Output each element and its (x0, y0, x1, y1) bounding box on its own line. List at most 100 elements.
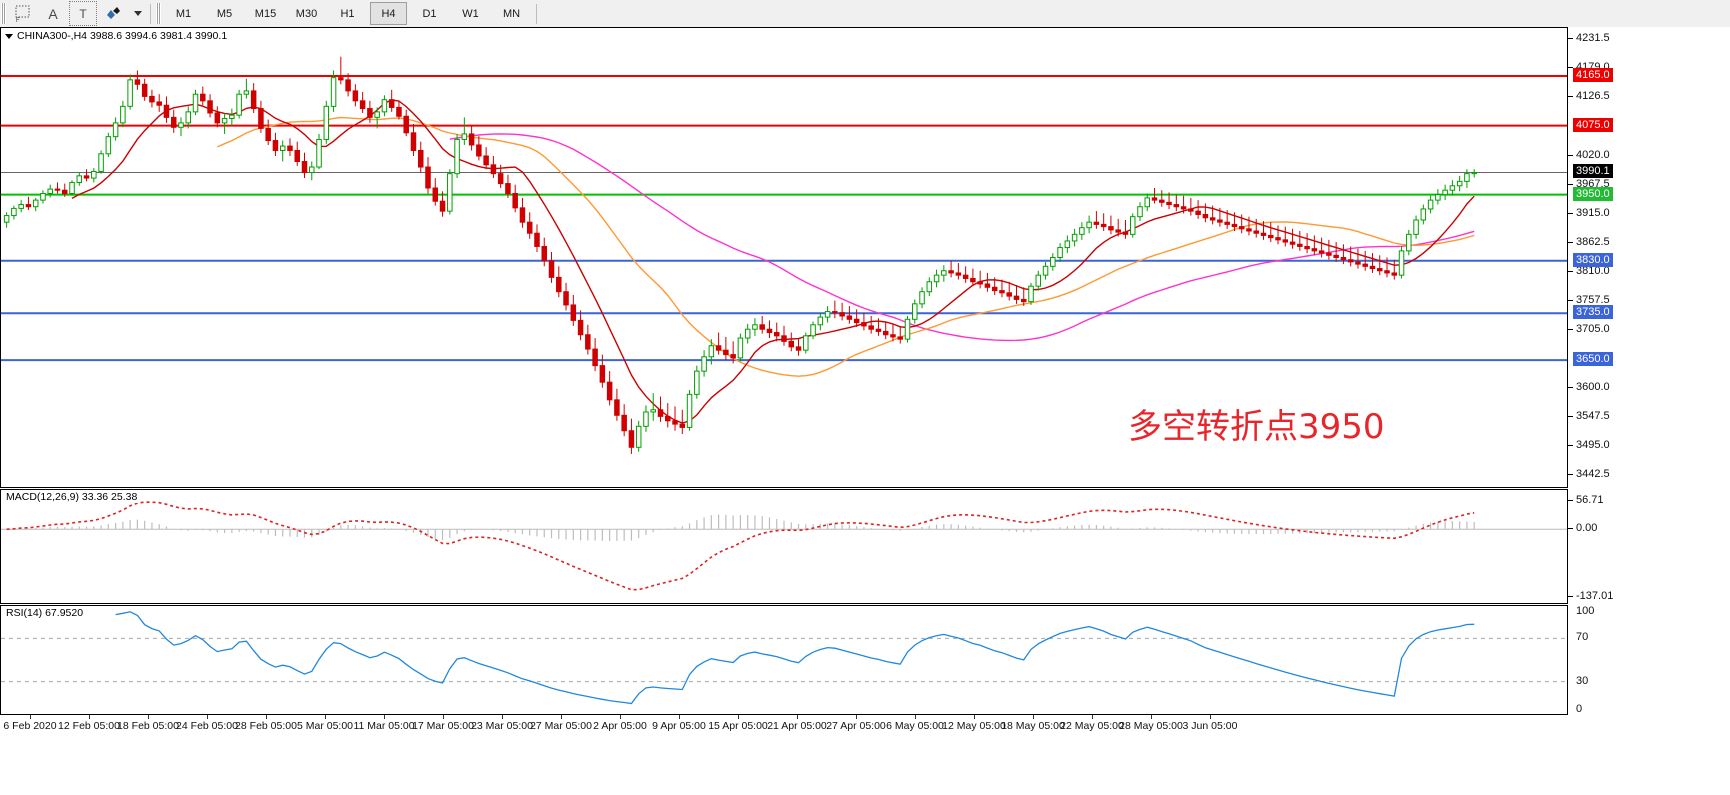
time-axis-tick (148, 715, 149, 719)
timeframe-m5[interactable]: M5 (216, 7, 233, 20)
price-candles (1, 56, 1567, 454)
price-tick (1568, 183, 1573, 185)
time-axis-label: 18 Feb 05:00 (117, 720, 179, 732)
price-tick-label: 3862.5 (1576, 235, 1610, 248)
time-axis-label: 12 May 05:00 (942, 720, 1006, 732)
price-tick-label: 3547.5 (1576, 409, 1610, 422)
time-axis-label: 15 Apr 05:00 (708, 720, 768, 732)
shapes-dropdown-caret-icon[interactable] (129, 1, 145, 26)
time-axis-tick (620, 715, 621, 719)
crosshair-icon[interactable]: F (9, 1, 37, 26)
time-axis-label: 5 Mar 05:00 (296, 720, 354, 732)
timeframe-mn[interactable]: MN (502, 7, 521, 20)
time-axis-label: 23 Mar 05:00 (471, 720, 533, 732)
toolbar-separator (150, 3, 151, 24)
price-tick (1568, 241, 1573, 243)
time-axis-tick (738, 715, 739, 719)
time-axis-label: 17 Mar 05:00 (412, 720, 474, 732)
toolbar: F A T M1 M5 M15 M30 H1 H4 D1 W1 MN (0, 0, 1730, 28)
rsi-tick-label: 30 (1576, 674, 1589, 687)
price-badge[interactable]: 3650.0 (1573, 352, 1613, 367)
timeframe-w1[interactable]: W1 (462, 7, 479, 20)
time-axis-label: 28 May 05:00 (1119, 720, 1183, 732)
price-tick (1568, 96, 1573, 98)
price-tick-label: 4126.5 (1576, 90, 1610, 103)
moving-average-line-2 (71, 99, 1475, 424)
time-axis-tick (797, 715, 798, 719)
rsi-pane[interactable]: RSI(14) 67.9520 (0, 605, 1568, 715)
time-axis-label: 21 Apr 05:00 (767, 720, 827, 732)
macd-pane[interactable]: MACD(12,26,9) 33.36 25.38 (0, 489, 1568, 604)
macd-tick-label: -137.01 (1576, 589, 1614, 602)
price-axis[interactable]: 4231.54179.04126.54020.03967.53915.03862… (1568, 27, 1730, 715)
time-axis-tick (1092, 715, 1093, 719)
time-axis-tick (915, 715, 916, 719)
price-badge[interactable]: 3830.0 (1573, 252, 1613, 267)
time-axis-label: 12 Feb 05:00 (58, 720, 120, 732)
time-axis-tick (502, 715, 503, 719)
time-axis-tick (443, 715, 444, 719)
time-axis-tick (384, 715, 385, 719)
timeframe-grip[interactable] (156, 3, 161, 24)
time-axis-tick (325, 715, 326, 719)
time-axis-tick (974, 715, 975, 719)
price-tick-label: 4020.0 (1576, 148, 1610, 161)
rsi-tick-label: 70 (1576, 631, 1589, 644)
text-label-icon[interactable]: T (69, 1, 97, 26)
time-axis-tick (679, 715, 680, 719)
macd-label: MACD(12,26,9) 33.36 25.38 (5, 491, 139, 503)
time-axis-label: 6 Feb 2020 (3, 720, 57, 732)
time-axis-tick (856, 715, 857, 719)
svg-text:F: F (16, 18, 20, 22)
price-tick-label: 4231.5 (1576, 32, 1610, 45)
timeframe-d1[interactable]: D1 (422, 7, 437, 20)
collapse-triangle-icon[interactable] (5, 33, 13, 39)
time-axis-label: 6 May 05:00 (886, 720, 944, 732)
time-axis-label: 27 Apr 05:00 (826, 720, 886, 732)
price-pane[interactable]: CHINA300-,H4 3988.6 3994.6 3981.4 3990.1 (0, 27, 1568, 488)
macd-tick-label: 56.71 (1576, 494, 1604, 507)
moving-average-line-0 (449, 133, 1475, 342)
price-tick (1568, 212, 1573, 214)
macd-tick (1568, 595, 1573, 597)
chart-area[interactable]: CHINA300-,H4 3988.6 3994.6 3981.4 3990.1… (0, 27, 1730, 795)
time-axis-label: 11 Mar 05:00 (353, 720, 415, 732)
price-tick (1568, 270, 1573, 272)
text-a-icon[interactable]: A (48, 5, 58, 22)
symbol-header-text: CHINA300-,H4 3988.6 3994.6 3981.4 3990.1 (17, 30, 228, 42)
timeframe-h4[interactable]: H4 (370, 2, 407, 25)
price-badge[interactable]: 3735.0 (1573, 305, 1613, 320)
price-badge[interactable]: 3950.0 (1573, 186, 1613, 201)
price-badge[interactable]: 3990.1 (1573, 164, 1613, 179)
time-axis-tick (207, 715, 208, 719)
toolbar-grip[interactable] (1, 3, 6, 24)
time-axis-label: 24 Feb 05:00 (176, 720, 238, 732)
time-axis[interactable]: 6 Feb 2020 12 Feb 05:00 18 Feb 05:00 24 Feb… (0, 715, 1730, 795)
timeframe-m15[interactable]: M15 (254, 7, 277, 20)
price-badge[interactable]: 4165.0 (1573, 67, 1613, 82)
time-axis-label: 2 Apr 05:00 (593, 720, 647, 732)
rsi-tick-label: 0 (1576, 703, 1583, 715)
time-axis-label: 9 Apr 05:00 (652, 720, 706, 732)
time-axis-tick (1033, 715, 1034, 719)
price-tick (1568, 67, 1573, 69)
price-badge[interactable]: 4075.0 (1573, 117, 1613, 132)
timeframe-h1[interactable]: H1 (340, 7, 355, 20)
price-tick-label: 3705.0 (1576, 322, 1610, 335)
timeframe-m30[interactable]: M30 (295, 7, 318, 20)
rsi-tick-label: 100 (1576, 605, 1595, 617)
candle-series (3, 56, 1477, 454)
time-axis-tick (561, 715, 562, 719)
time-axis-tick (266, 715, 267, 719)
time-axis-label: 27 Mar 05:00 (530, 720, 592, 732)
price-tick (1568, 154, 1573, 156)
time-axis-label: 22 May 05:00 (1060, 720, 1124, 732)
moving-average-line-1 (217, 116, 1475, 377)
rsi-line (115, 611, 1475, 705)
price-tick (1568, 386, 1573, 388)
macd-tick (1568, 528, 1573, 530)
macd-tick (1568, 500, 1573, 502)
timeframe-m1[interactable]: M1 (175, 7, 192, 20)
shapes-icon[interactable] (99, 1, 127, 26)
time-axis-tick (1151, 715, 1152, 719)
